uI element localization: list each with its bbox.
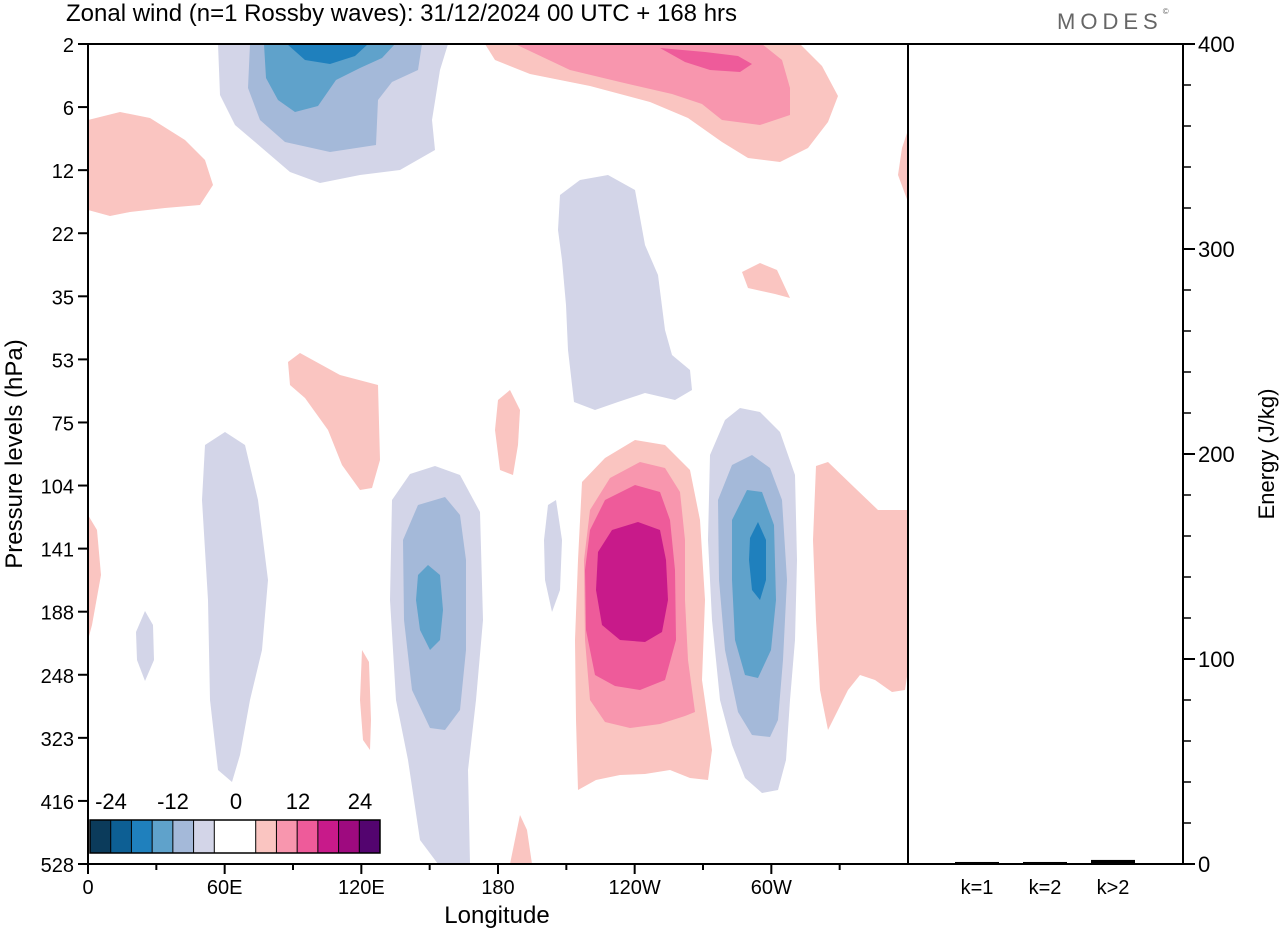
y-tick-label: 35 bbox=[52, 287, 74, 309]
colorbar-tick-label: -24 bbox=[95, 789, 127, 814]
energy-axis-ticks: 0 100 200 300 400 bbox=[1183, 32, 1235, 877]
y-tick-label: 528 bbox=[41, 855, 74, 877]
x-tick-label: 120E bbox=[338, 877, 385, 899]
y-tick-label: 248 bbox=[41, 666, 74, 688]
neg-contour-150e-9 bbox=[416, 565, 443, 650]
energy-category-label: k=2 bbox=[1029, 877, 1062, 899]
colorbar-swatch bbox=[172, 820, 194, 853]
y-tick-label: 53 bbox=[52, 350, 74, 372]
energy-tick-label: 100 bbox=[1198, 647, 1235, 672]
contour-field bbox=[88, 44, 908, 864]
y-tick-label: 75 bbox=[52, 413, 74, 435]
y-tick-label: 416 bbox=[41, 792, 74, 814]
colorbar-swatch bbox=[276, 820, 298, 853]
colorbar-swatch bbox=[338, 820, 360, 853]
colorbar-swatch bbox=[214, 820, 235, 853]
y-tick-label: 323 bbox=[41, 729, 74, 751]
energy-bar bbox=[955, 861, 999, 864]
colorbar-swatch bbox=[193, 820, 215, 853]
colorbar-tick-label: 0 bbox=[230, 789, 242, 814]
colorbar-swatch bbox=[317, 820, 339, 853]
neg-contour-top-12 bbox=[287, 44, 368, 64]
x-axis-label: Longitude bbox=[444, 902, 549, 929]
brand-logo: MODES© bbox=[1057, 7, 1169, 35]
pos-contour-right-edge bbox=[898, 130, 908, 202]
colorbar-swatch bbox=[152, 820, 173, 853]
y-tick-label: 104 bbox=[41, 477, 74, 499]
y-tick-label: 12 bbox=[52, 161, 74, 183]
energy-tick-label: 0 bbox=[1198, 852, 1210, 877]
brand-name: MODES bbox=[1057, 9, 1163, 34]
brand-mark: © bbox=[1162, 7, 1169, 16]
y-tick-label: 141 bbox=[41, 540, 74, 562]
colorbar-frame bbox=[89, 819, 381, 854]
x-tick-label: 0 bbox=[82, 877, 93, 899]
pos-contour-bottom bbox=[510, 815, 532, 864]
x-tick-label: 60W bbox=[751, 877, 792, 899]
colorbar-tick-labels: -24 -12 0 12 24 bbox=[95, 789, 372, 814]
y-tick-label: 22 bbox=[52, 224, 74, 246]
pos-contour-thin bbox=[495, 390, 520, 475]
colorbar-swatch bbox=[131, 820, 153, 853]
colorbar-swatch bbox=[110, 820, 132, 853]
colorbar-swatch bbox=[235, 820, 256, 853]
pos-contour-120w-12 bbox=[596, 522, 668, 642]
y-tick-label: 2 bbox=[63, 35, 74, 57]
y-axis-label: Pressure levels (hPa) bbox=[1, 339, 28, 568]
y-tick-label: 6 bbox=[63, 98, 74, 120]
colorbar bbox=[89, 819, 381, 854]
energy-tick-label: 300 bbox=[1198, 237, 1235, 262]
pos-contour-small bbox=[742, 263, 790, 298]
energy-axis-label: Energy (J/kg) bbox=[1254, 389, 1279, 520]
colorbar-swatch bbox=[90, 820, 111, 853]
pos-contour-left bbox=[88, 112, 213, 216]
pos-contour-sliver bbox=[360, 650, 371, 750]
energy-bar bbox=[1023, 861, 1067, 864]
chart-title: Zonal wind (n=1 Rossby waves): 31/12/202… bbox=[66, 0, 738, 27]
neg-contour-top-9 bbox=[264, 44, 395, 112]
energy-category-label: k>2 bbox=[1097, 877, 1130, 899]
colorbar-tick-label: 24 bbox=[348, 789, 372, 814]
energy-bars bbox=[955, 859, 1135, 864]
pos-contour-top-9 bbox=[660, 48, 752, 72]
colorbar-swatch bbox=[297, 820, 318, 853]
neg-contour-60w-12 bbox=[749, 522, 766, 600]
y-axis-ticks: 2 6 12 22 35 53 75 104 141 188 248 323 416 528 bbox=[41, 35, 88, 877]
pos-contour-30w bbox=[813, 462, 908, 730]
neg-contour-central bbox=[558, 175, 692, 410]
energy-bar bbox=[1091, 859, 1135, 864]
energy-category-label: k=1 bbox=[961, 877, 994, 899]
pos-contour-mid bbox=[288, 353, 380, 490]
colorbar-tick-label: -12 bbox=[157, 789, 189, 814]
pos-contour-left-edge bbox=[88, 515, 101, 640]
energy-tick-label: 400 bbox=[1198, 32, 1235, 57]
pos-contour-top-6 bbox=[515, 44, 790, 125]
x-tick-label: 180 bbox=[481, 877, 514, 899]
colorbar-swatch bbox=[255, 820, 277, 853]
x-tick-label: 120W bbox=[609, 877, 661, 899]
colorbar-swatch bbox=[359, 820, 380, 853]
neg-contour-long bbox=[202, 432, 268, 782]
energy-tick-label: 200 bbox=[1198, 442, 1235, 467]
y-tick-label: 188 bbox=[41, 603, 74, 625]
x-axis-ticks: 0 60E 120E 180 120W 60W bbox=[82, 864, 841, 899]
neg-contour-small-a bbox=[136, 611, 154, 681]
energy-category-labels: k=1 k=2 k>2 bbox=[961, 877, 1130, 899]
x-tick-label: 60E bbox=[207, 877, 243, 899]
colorbar-tick-label: 12 bbox=[286, 789, 310, 814]
neg-contour-small-b bbox=[544, 500, 562, 612]
